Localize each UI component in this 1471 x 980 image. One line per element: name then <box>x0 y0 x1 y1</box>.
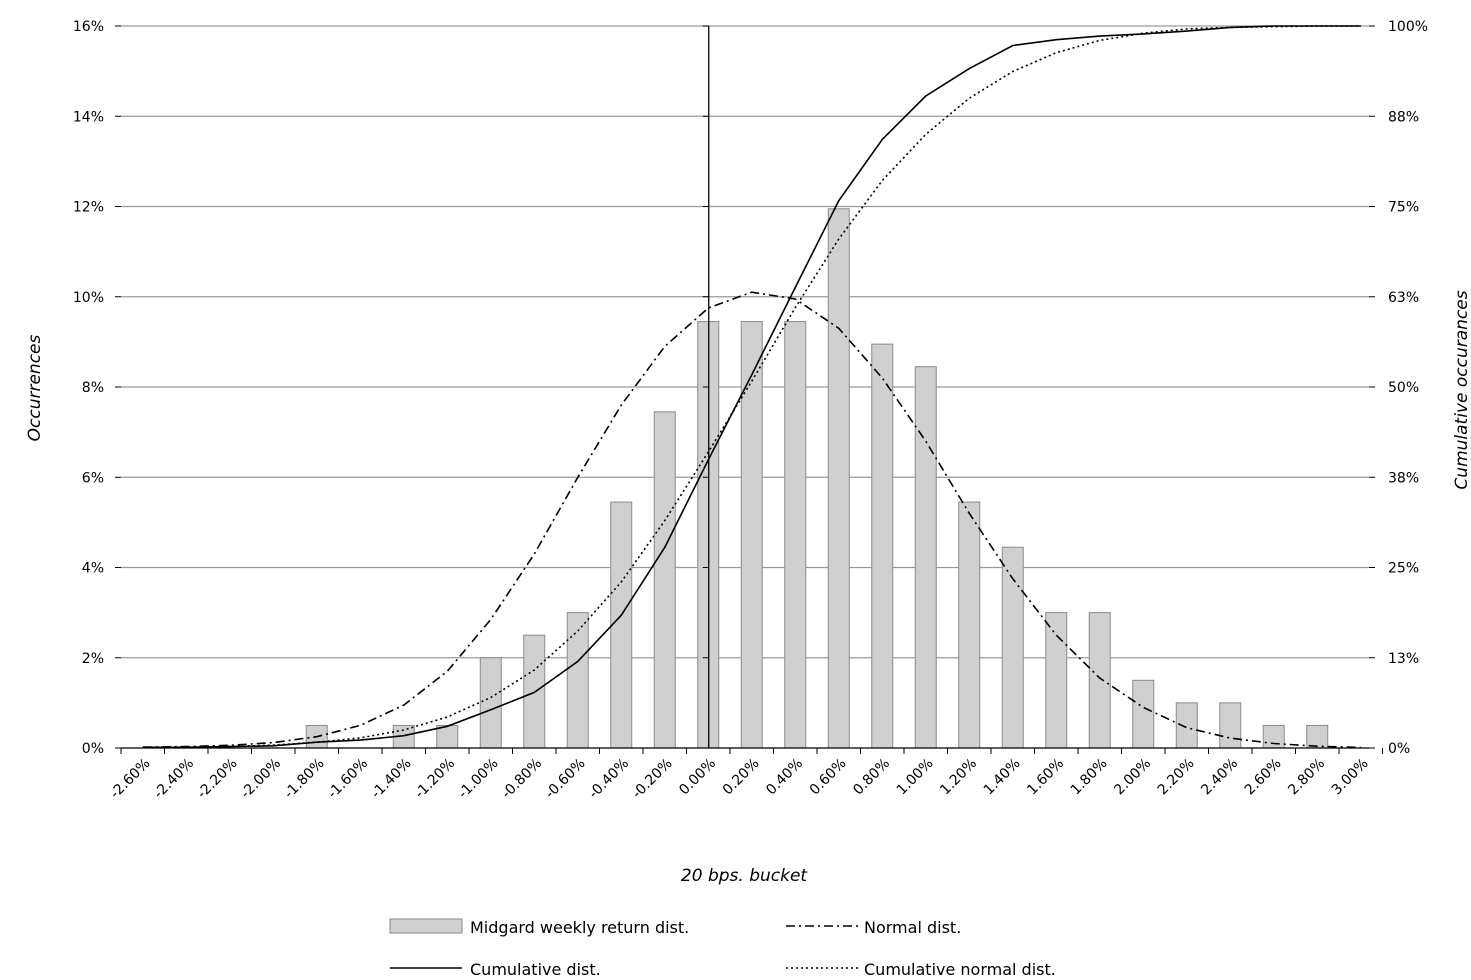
bar <box>1306 724 1329 749</box>
bar <box>1175 702 1198 749</box>
y-axis-title: Occurrences <box>25 335 45 442</box>
bar <box>1262 724 1285 749</box>
bar <box>653 411 676 749</box>
x-tick-label: -0.60% <box>542 756 588 802</box>
x-tick-label: 2.80% <box>1285 756 1328 799</box>
bar <box>827 208 850 749</box>
x-tick-label: -1.20% <box>412 756 458 802</box>
x-tick-label: -0.40% <box>586 756 632 802</box>
line-series-2 <box>142 25 1361 749</box>
y-tick-label: 2% <box>82 651 104 667</box>
x-tick-label: -2.60% <box>107 756 153 802</box>
y-tick-label: 4% <box>82 561 104 577</box>
x-tick-label: 0.00% <box>676 756 719 799</box>
bar <box>740 321 763 749</box>
bar <box>566 612 589 749</box>
x-tick-label: 2.40% <box>1198 756 1241 799</box>
y-tick-label: 14% <box>73 109 104 125</box>
x-tick-label: -2.00% <box>238 756 284 802</box>
legend-label-cumulative: Cumulative dist. <box>470 960 601 979</box>
x-tick-label: 1.20% <box>937 756 980 799</box>
bar <box>1045 612 1068 749</box>
x-tick-label: 1.40% <box>981 756 1024 799</box>
right-axis-ticks: 0% 13% 25% 38% 50% 63% 75% 88% 100% <box>1388 19 1428 757</box>
y2-tick-label: 63% <box>1388 290 1419 306</box>
line-series-3 <box>142 25 1361 749</box>
left-axis-ticks: 0% 2% 4% 6% 8% 10% 12% 14% 16% <box>73 19 104 757</box>
x-tick-label: 2.60% <box>1242 756 1285 799</box>
x-tick-label: 1.60% <box>1024 756 1067 799</box>
legend-swatch-bars <box>389 918 463 934</box>
x-tick-label: -2.20% <box>194 756 240 802</box>
bar <box>1219 702 1242 749</box>
bar <box>479 657 502 749</box>
y2-tick-label: 88% <box>1388 109 1419 125</box>
bar <box>610 501 633 749</box>
line-series <box>142 25 1361 749</box>
y2-tick-label: 100% <box>1388 19 1428 35</box>
x-tick-label: 3.00% <box>1329 756 1372 799</box>
legend-label-cumulative-normal: Cumulative normal dist. <box>864 960 1056 979</box>
bar <box>871 343 894 749</box>
x-tick-label: 0.20% <box>720 756 763 799</box>
x-tick-label: 0.60% <box>807 756 850 799</box>
x-tick-label: -0.80% <box>499 756 545 802</box>
legend-label-bars: Midgard weekly return dist. <box>470 918 689 937</box>
axes <box>115 25 1383 754</box>
x-axis-ticks: -2.60%-2.40%-2.20%-2.00%-1.80%-1.60%-1.4… <box>107 756 1371 802</box>
bar <box>436 724 459 749</box>
x-tick-label: 2.20% <box>1155 756 1198 799</box>
x-tick-label: -1.80% <box>281 756 327 802</box>
legend: Midgard weekly return dist. Normal dist.… <box>389 918 1056 979</box>
x-tick-label: -1.60% <box>325 756 371 802</box>
x-tick-label: 1.80% <box>1068 756 1111 799</box>
x-axis-title: 20 bps. bucket <box>681 866 808 886</box>
bar <box>914 366 937 749</box>
y2-tick-label: 38% <box>1388 470 1419 486</box>
x-tick-label: -1.00% <box>455 756 501 802</box>
y2-tick-label: 13% <box>1388 651 1419 667</box>
x-tick-label: -0.20% <box>629 756 675 802</box>
y2-axis-title: Cumulative occurances <box>1452 290 1471 489</box>
line-series-1 <box>142 291 1361 749</box>
y2-tick-label: 75% <box>1388 200 1419 216</box>
bar <box>1088 612 1111 749</box>
legend-label-normal: Normal dist. <box>864 918 961 937</box>
x-tick-label: 0.80% <box>850 756 893 799</box>
y-tick-label: 12% <box>73 200 104 216</box>
x-tick-label: 1.00% <box>894 756 937 799</box>
bar <box>1132 679 1155 749</box>
y-tick-label: 6% <box>82 470 104 486</box>
y-tick-label: 16% <box>73 19 104 35</box>
y-tick-label: 0% <box>82 741 104 757</box>
y2-tick-label: 25% <box>1388 561 1419 577</box>
y-tick-label: 10% <box>73 290 104 306</box>
y2-tick-label: 50% <box>1388 380 1419 396</box>
y2-tick-label: 0% <box>1388 741 1410 757</box>
bar <box>784 321 807 749</box>
x-tick-label: -1.40% <box>368 756 414 802</box>
bar <box>958 501 981 749</box>
x-tick-label: 2.00% <box>1111 756 1154 799</box>
bar-series <box>305 208 1329 749</box>
x-tick-label: 0.40% <box>763 756 806 799</box>
x-tick-label: -2.40% <box>151 756 197 802</box>
y-tick-label: 8% <box>82 380 104 396</box>
